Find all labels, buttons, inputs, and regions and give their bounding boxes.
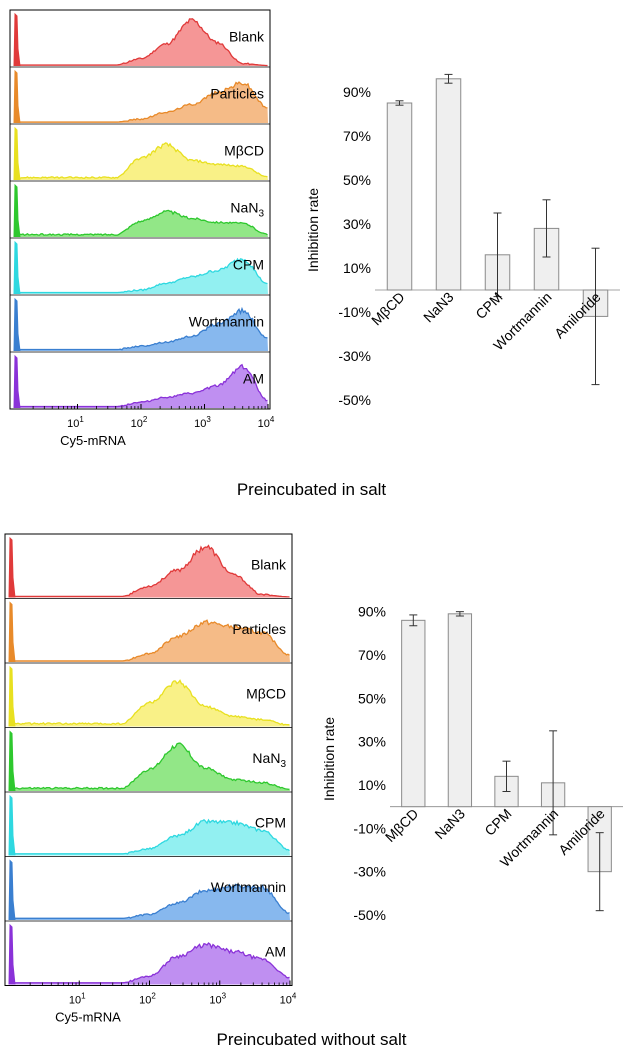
histogram-area-particles — [15, 620, 290, 662]
histogram-label-blank: Blank — [251, 556, 287, 572]
histogram-line-am — [20, 363, 268, 408]
bar-nan3 — [435, 78, 462, 291]
y-tick-label: 30% — [358, 734, 386, 750]
histogram-spike-m-cd — [13, 126, 21, 181]
histogram-line-wortmannin — [15, 883, 290, 919]
histogram-area-wortmannin — [15, 884, 290, 920]
histogram-area-blank — [15, 545, 290, 598]
y-tick-label: 10% — [343, 260, 371, 276]
y-tick-label: -10% — [353, 820, 386, 836]
histogram-label-m-cd: MβCD — [224, 142, 264, 158]
inhibition-bar-chart-without-salt: 90% 70% 50% 30% 10% -10% -30% -50% Inhibition ra… — [321, 604, 623, 923]
category-label-cpm: CPM — [472, 289, 505, 322]
y-axis-label: Inhibition rate — [305, 188, 321, 272]
histogram-label-particles: Particles — [232, 621, 286, 637]
y-tick-label: 50% — [358, 690, 386, 706]
histogram-label-nan3: NaN3 — [230, 199, 264, 219]
y-tick-label: -50% — [353, 907, 386, 923]
histogram-label-wortmannin: Wortmannin — [189, 313, 264, 329]
caption-preincubated-in-salt: Preincubated in salt — [236, 480, 387, 499]
histogram-area-m-cd — [20, 143, 268, 180]
histogram-spike-nan3 — [8, 730, 16, 792]
histogram-stack-without-salt: BlankParticlesMβCDNaN3CPMWortmanninAM101… — [4, 533, 297, 1025]
histogram-line-nan3 — [19, 209, 268, 236]
category-label-m-cd: MβCD — [382, 805, 422, 845]
bar-nan3 — [447, 613, 473, 808]
bar-m-cd — [386, 102, 413, 291]
y-tick-label: 90% — [358, 604, 386, 620]
histogram-area-nan3 — [15, 743, 290, 791]
histogram-spike-m-cd — [8, 665, 16, 727]
histogram-label-wortmannin: Wortmannin — [211, 879, 286, 895]
histogram-line-wortmannin — [20, 306, 268, 351]
y-tick-label: 90% — [343, 84, 371, 100]
histogram-label-cpm: CPM — [233, 256, 264, 272]
panel-preincubated-without-salt: Blank Particles MβCD NaN3 CPM Wortmannin AM 101… — [0, 525, 623, 1050]
category-label-cpm: CPM — [481, 805, 514, 838]
histogram-stack-in-salt: BlankParticlesMβCDNaN3CPMWortmanninAM101… — [9, 9, 275, 448]
histogram-spike-blank — [8, 536, 16, 598]
inhibition-bar-chart-in-salt: 90% 70% 50% 30% 10% -10% -30% -50% Inhibition ra… — [305, 73, 620, 408]
y-axis-label: Inhibition rate — [321, 717, 337, 801]
histogram-label-nan3: NaN3 — [252, 750, 286, 770]
histogram-area-am — [20, 364, 268, 408]
histogram-line-blank — [15, 544, 290, 598]
histogram-line-cpm — [20, 257, 268, 294]
histogram-spike-cpm — [8, 794, 16, 856]
histogram-label-particles: Particles — [210, 85, 264, 101]
x-axis-label: Cy5-mRNA — [60, 433, 126, 448]
category-label-nan3: NaN3 — [431, 805, 468, 842]
histogram-label-cpm: CPM — [255, 814, 286, 830]
histogram-line-nan3 — [14, 742, 290, 790]
y-tick-label: -30% — [338, 348, 371, 364]
y-tick-label: 10% — [358, 777, 386, 793]
histogram-spike-particles — [8, 601, 16, 663]
x-axis-label: Cy5-mRNA — [55, 1010, 121, 1025]
category-label-nan3: NaN3 — [420, 289, 457, 326]
histogram-spike-am — [13, 354, 21, 409]
histogram-line-blank — [20, 18, 268, 67]
histogram-line-am — [15, 942, 290, 984]
histogram-area-cpm — [20, 258, 268, 294]
y-tick-label: 30% — [343, 216, 371, 232]
category-label-m-cd: MβCD — [368, 289, 408, 329]
histogram-label-m-cd: MβCD — [246, 685, 286, 701]
histogram-line-m-cd — [19, 142, 268, 179]
caption-preincubated-without-salt: Preincubated without salt — [216, 1030, 407, 1049]
histogram-label-am: AM — [243, 370, 264, 386]
histogram-spike-nan3 — [13, 183, 21, 238]
histogram-area-nan3 — [20, 210, 268, 237]
y-tick-label: -30% — [353, 864, 386, 880]
histogram-spike-particles — [13, 69, 21, 124]
histogram-spike-cpm — [13, 240, 21, 295]
histogram-label-blank: Blank — [229, 28, 265, 44]
histogram-line-m-cd — [14, 679, 290, 726]
histogram-area-am — [15, 943, 290, 985]
y-tick-label: 70% — [358, 647, 386, 663]
bar-m-cd — [401, 619, 426, 808]
y-tick-label: -50% — [338, 392, 371, 408]
histogram-area-particles — [20, 82, 268, 123]
histogram-area-blank — [20, 18, 268, 66]
histogram-area-wortmannin — [20, 308, 268, 351]
y-tick-label: 50% — [343, 172, 371, 188]
histogram-line-particles — [20, 81, 268, 123]
histogram-spike-blank — [13, 12, 21, 67]
histogram-area-cpm — [15, 819, 290, 856]
y-tick-label: -10% — [338, 304, 371, 320]
y-tick-label: 70% — [343, 128, 371, 144]
panel-preincubated-in-salt: Blank Particles MβCD NaN3 CPM Wortmannin AM 101… — [9, 9, 620, 499]
histogram-spike-am — [8, 923, 16, 985]
histogram-spike-wortmannin — [13, 297, 21, 352]
histogram-line-cpm — [15, 818, 290, 855]
histogram-spike-wortmannin — [8, 859, 16, 921]
histogram-line-particles — [15, 619, 290, 662]
histogram-label-am: AM — [265, 943, 286, 959]
